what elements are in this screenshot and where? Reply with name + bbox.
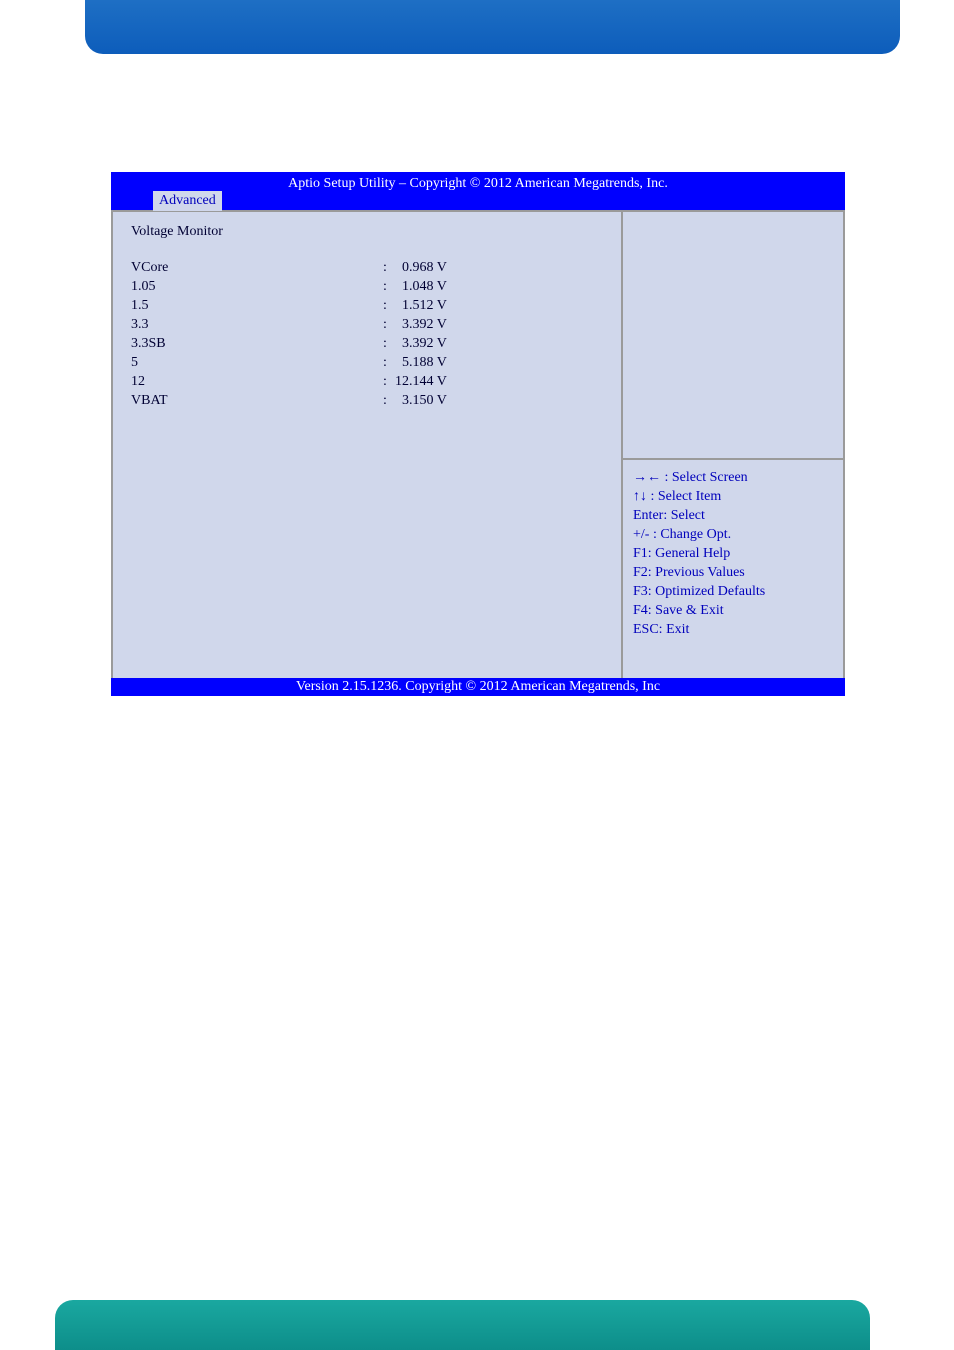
voltage-value: 0.968 V	[395, 258, 447, 277]
colon: :	[383, 258, 395, 277]
colon: :	[383, 372, 395, 391]
colon: :	[383, 277, 395, 296]
voltage-label: 1.5	[131, 296, 383, 315]
voltage-value: 5.188 V	[395, 353, 447, 372]
voltage-row: VBAT : 3.150 V	[131, 391, 603, 410]
help-panel: →← : Select Screen ↑↓ : Select Item Ente…	[623, 212, 843, 678]
voltage-row: 1.05 : 1.048 V	[131, 277, 603, 296]
bottom-decorative-banner	[55, 1300, 870, 1350]
help-change-opt: +/- : Change Opt.	[631, 525, 835, 544]
colon: :	[383, 296, 395, 315]
colon: :	[383, 315, 395, 334]
voltage-label: 12	[131, 372, 383, 391]
help-f3: F3: Optimized Defaults	[631, 582, 835, 601]
voltage-label: 1.05	[131, 277, 383, 296]
voltage-row: 3.3SB : 3.392 V	[131, 334, 603, 353]
voltage-row: 12 : 12.144 V	[131, 372, 603, 391]
voltage-value: 1.512 V	[395, 296, 447, 315]
help-select-screen: →← : Select Screen	[631, 468, 835, 487]
voltage-label: 5	[131, 353, 383, 372]
tab-advanced[interactable]: Advanced	[153, 191, 222, 211]
help-select-item: ↑↓ : Select Item	[631, 487, 835, 506]
bios-header: Aptio Setup Utility – Copyright © 2012 A…	[111, 172, 845, 210]
voltage-label: VCore	[131, 258, 383, 277]
voltage-row: 5 : 5.188 V	[131, 353, 603, 372]
bios-setup-window: Aptio Setup Utility – Copyright © 2012 A…	[111, 172, 845, 696]
help-f2: F2: Previous Values	[631, 563, 835, 582]
bios-body: Voltage Monitor VCore : 0.968 V 1.05 : 1…	[111, 210, 845, 678]
voltage-label: 3.3	[131, 315, 383, 334]
help-f4: F4: Save & Exit	[631, 601, 835, 620]
top-decorative-banner	[85, 0, 900, 54]
bios-footer: Version 2.15.1236. Copyright © 2012 Amer…	[111, 678, 845, 696]
voltage-label: 3.3SB	[131, 334, 383, 353]
tab-row: Advanced	[111, 193, 845, 209]
colon: :	[383, 353, 395, 372]
voltage-value: 1.048 V	[395, 277, 447, 296]
main-panel: Voltage Monitor VCore : 0.968 V 1.05 : 1…	[113, 212, 623, 678]
colon: :	[383, 334, 395, 353]
voltage-label: VBAT	[131, 391, 383, 410]
help-enter: Enter: Select	[631, 506, 835, 525]
colon: :	[383, 391, 395, 410]
voltage-row: 3.3 : 3.392 V	[131, 315, 603, 334]
help-esc: ESC: Exit	[631, 620, 835, 639]
help-spacer	[623, 224, 843, 460]
help-f1: F1: General Help	[631, 544, 835, 563]
voltage-value: 3.150 V	[395, 391, 447, 410]
voltage-row: 1.5 : 1.512 V	[131, 296, 603, 315]
voltage-value: 12.144 V	[395, 372, 447, 391]
voltage-row: VCore : 0.968 V	[131, 258, 603, 277]
section-title: Voltage Monitor	[131, 224, 603, 240]
voltage-value: 3.392 V	[395, 315, 447, 334]
voltage-value: 3.392 V	[395, 334, 447, 353]
